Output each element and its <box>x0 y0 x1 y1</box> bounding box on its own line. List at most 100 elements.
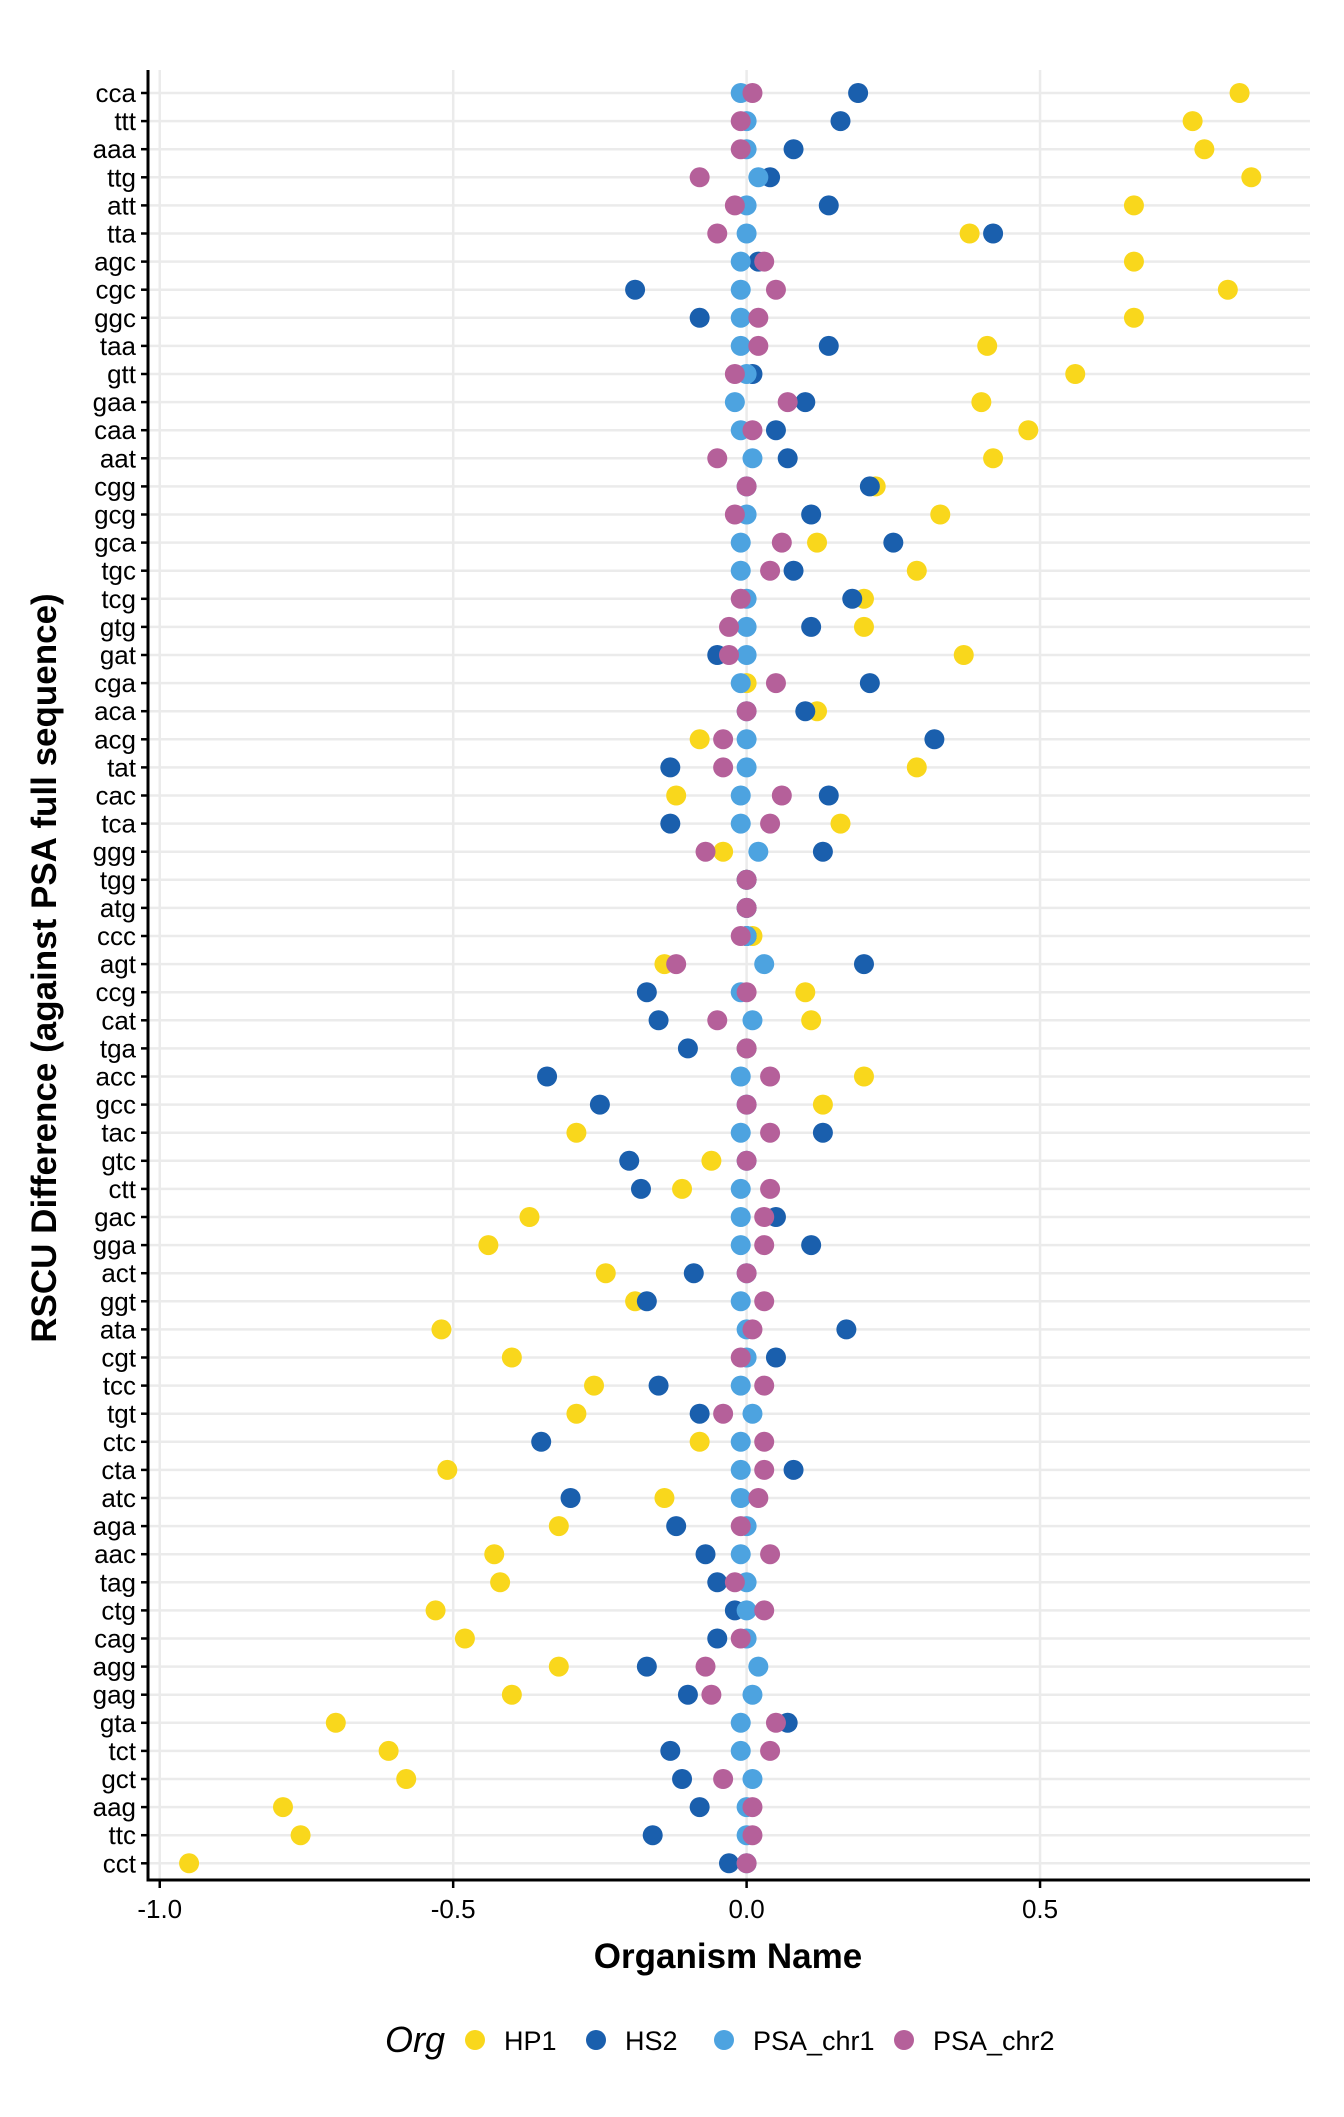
grid-layer <box>148 70 1310 1880</box>
data-point-hp1 <box>431 1319 452 1340</box>
data-point-hs2 <box>859 673 880 694</box>
y-tick-label: tct <box>109 1736 137 1766</box>
data-point-psa-chr2 <box>777 392 798 413</box>
data-point-hp1 <box>548 1656 569 1677</box>
data-point-hp1 <box>325 1712 346 1733</box>
data-point-psa-chr2 <box>736 1263 757 1284</box>
y-tick-label: ttt <box>114 106 136 136</box>
data-point-hs2 <box>853 954 874 975</box>
y-tick-label: ggt <box>100 1286 137 1316</box>
data-point-psa-chr1 <box>730 1178 751 1199</box>
data-point-psa-chr1 <box>730 1122 751 1143</box>
data-point-psa-chr2 <box>736 701 757 722</box>
x-tick-label: -1.0 <box>137 1894 182 1924</box>
data-point-psa-chr2 <box>754 1375 775 1396</box>
data-point-hs2 <box>531 1431 552 1452</box>
data-point-hs2 <box>660 813 681 834</box>
data-point-hs2 <box>677 1038 698 1059</box>
data-point-hp1 <box>1123 195 1144 216</box>
data-point-psa-chr2 <box>736 1853 757 1874</box>
data-point-hp1 <box>566 1122 587 1143</box>
y-tick-label: acc <box>96 1062 136 1092</box>
data-point-hs2 <box>812 841 833 862</box>
data-point-psa-chr1 <box>730 1235 751 1256</box>
y-tick-label: cat <box>101 1005 136 1035</box>
data-point-psa-chr2 <box>748 1488 769 1508</box>
data-point-hs2 <box>842 588 863 609</box>
data-point-psa-chr2 <box>742 1797 763 1818</box>
y-tick-label: gtg <box>100 612 136 642</box>
axis-layer: ccatttaaattgattttaagccgcggctaagttgaacaaa… <box>93 70 1310 1924</box>
data-point-psa-chr1 <box>736 1600 757 1621</box>
data-point-psa-chr2 <box>689 167 710 188</box>
legend-key-hp1 <box>465 2030 485 2050</box>
data-point-psa-chr2 <box>771 785 792 806</box>
data-point-psa-chr1 <box>730 785 751 806</box>
data-point-hs2 <box>636 1291 657 1312</box>
data-point-psa-chr1 <box>730 1431 751 1452</box>
data-point-hs2 <box>677 1684 698 1705</box>
data-point-psa-chr1 <box>730 1066 751 1087</box>
data-point-psa-chr2 <box>724 504 745 525</box>
data-point-hs2 <box>818 335 839 356</box>
data-point-psa-chr2 <box>736 897 757 918</box>
legend-label: PSA_chr1 <box>753 2026 875 2056</box>
data-point-psa-chr1 <box>730 1488 751 1508</box>
data-point-hs2 <box>689 1797 710 1818</box>
data-point-psa-chr1 <box>736 223 757 244</box>
data-point-hp1 <box>666 785 687 806</box>
data-point-psa-chr1 <box>736 757 757 778</box>
data-point-hs2 <box>619 1150 640 1171</box>
data-point-psa-chr2 <box>760 1740 781 1761</box>
data-point-hp1 <box>812 1094 833 1115</box>
data-point-hs2 <box>648 1375 669 1396</box>
data-point-psa-chr1 <box>730 1740 751 1761</box>
data-point-psa-chr1 <box>730 251 751 272</box>
y-tick-label: aca <box>94 696 136 726</box>
data-point-hs2 <box>812 1122 833 1143</box>
data-point-psa-chr1 <box>730 279 751 300</box>
y-tick-label: tga <box>100 1033 137 1063</box>
y-tick-label: att <box>107 190 137 220</box>
data-point-psa-chr2 <box>754 1431 775 1452</box>
data-point-psa-chr2 <box>754 1235 775 1256</box>
data-point-psa-chr2 <box>666 954 687 975</box>
legend-key-psa-chr2 <box>894 2030 914 2050</box>
data-point-hs2 <box>589 1094 610 1115</box>
data-point-hp1 <box>830 813 851 834</box>
data-point-psa-chr2 <box>707 1010 728 1031</box>
data-point-hp1 <box>548 1516 569 1537</box>
data-point-hs2 <box>830 111 851 132</box>
data-point-hs2 <box>666 1516 687 1537</box>
y-tick-label: tta <box>107 219 136 249</box>
data-point-hs2 <box>859 476 880 497</box>
data-point-psa-chr1 <box>742 1684 763 1705</box>
data-point-psa-chr2 <box>742 420 763 441</box>
data-point-psa-chr2 <box>754 1600 775 1621</box>
data-point-hp1 <box>795 982 816 1003</box>
data-point-psa-chr2 <box>742 1319 763 1340</box>
y-tick-label: ttc <box>109 1820 136 1850</box>
data-point-psa-chr2 <box>730 926 751 946</box>
data-point-psa-chr2 <box>701 1684 722 1705</box>
y-tick-label: atg <box>100 893 136 923</box>
x-tick-label: -0.5 <box>431 1894 476 1924</box>
data-point-hs2 <box>777 448 798 469</box>
data-point-psa-chr2 <box>713 757 734 778</box>
legend-title: Org <box>385 2019 445 2060</box>
data-point-hp1 <box>1123 307 1144 328</box>
data-point-hp1 <box>959 223 980 244</box>
data-point-psa-chr2 <box>765 279 786 300</box>
legend-label: HP1 <box>504 2026 557 2056</box>
y-tick-label: gct <box>101 1764 136 1794</box>
data-point-psa-chr2 <box>742 1825 763 1846</box>
data-point-psa-chr2 <box>760 1544 781 1565</box>
y-tick-label: aaa <box>93 134 137 164</box>
y-tick-label: aac <box>94 1539 136 1569</box>
data-point-hs2 <box>795 392 816 413</box>
data-point-psa-chr1 <box>730 673 751 694</box>
data-point-psa-chr2 <box>719 616 739 637</box>
data-point-hp1 <box>490 1572 511 1593</box>
y-tick-label: caa <box>94 415 136 445</box>
